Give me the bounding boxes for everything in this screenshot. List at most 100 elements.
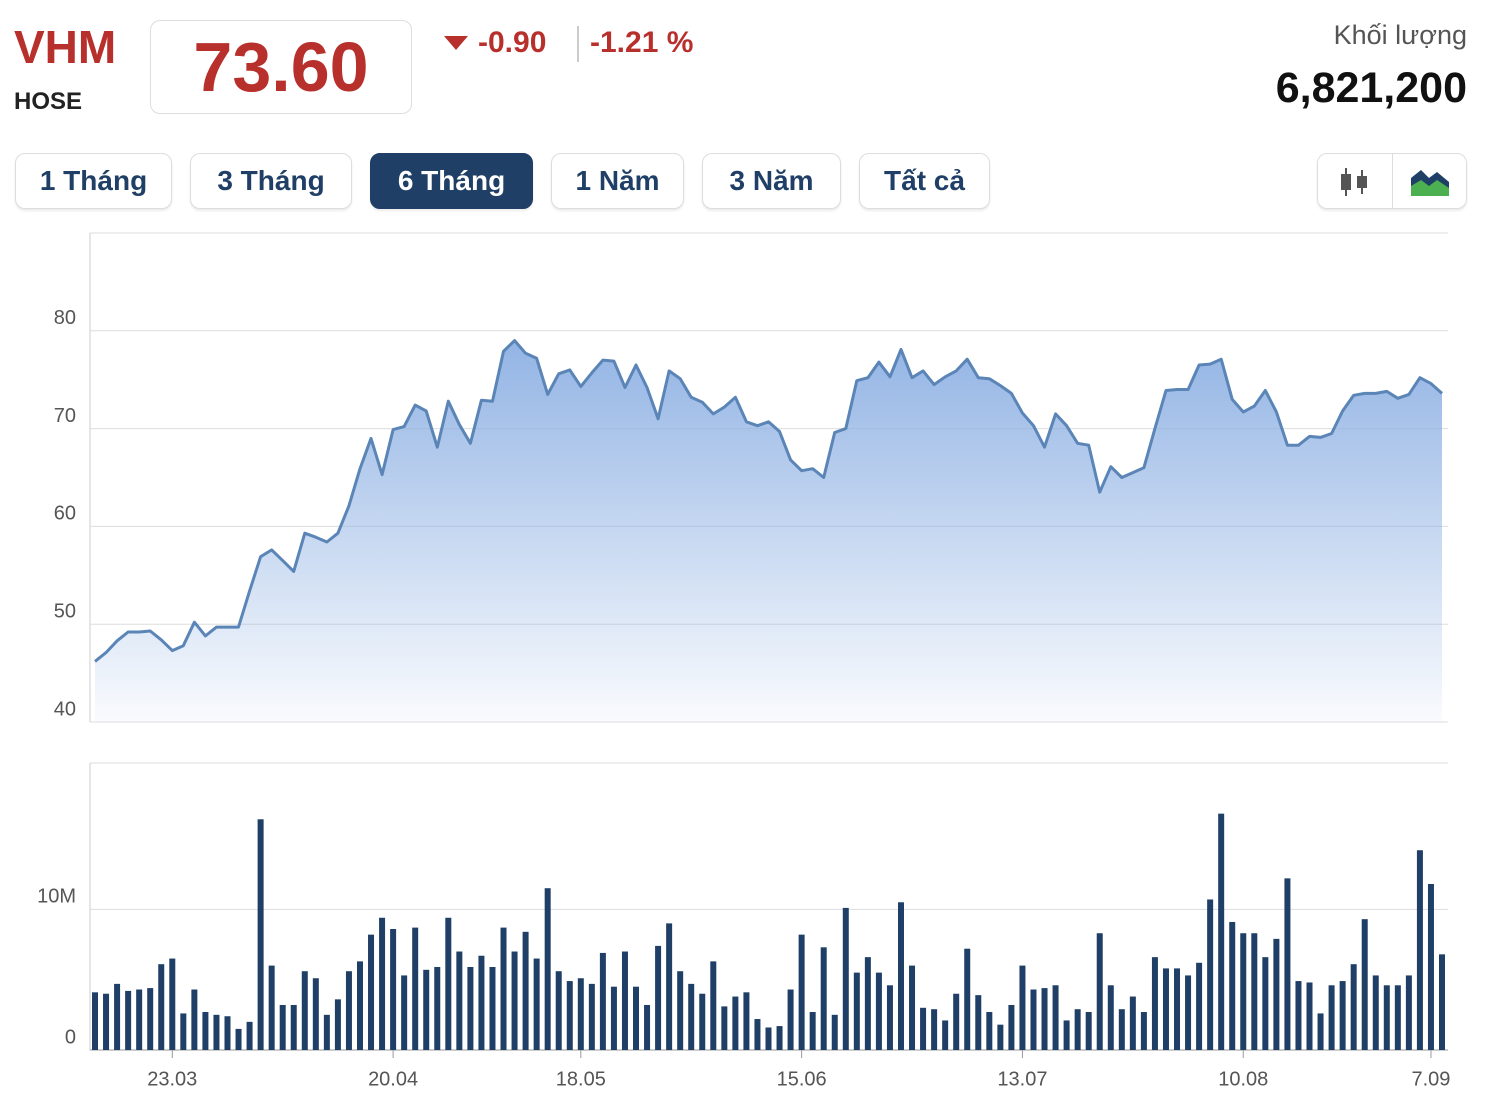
volume-bar — [467, 966, 474, 1050]
volume-bar — [125, 990, 132, 1050]
volume-bar — [312, 978, 319, 1050]
volume-bar — [390, 929, 397, 1050]
volume-bar — [809, 1012, 816, 1050]
volume-bar — [114, 983, 121, 1050]
range-button[interactable]: 3 Tháng — [190, 153, 352, 209]
exchange: HOSE — [14, 88, 83, 115]
volume-bar — [1174, 968, 1181, 1050]
price: 73.60 — [193, 28, 369, 106]
volume-bar — [246, 1021, 253, 1050]
volume-bar — [1151, 957, 1158, 1050]
area-icon[interactable] — [1411, 168, 1449, 196]
volume-bar — [1405, 975, 1412, 1050]
volume-bar — [478, 955, 485, 1050]
volume-bar — [224, 1016, 231, 1050]
volume-bar — [1416, 850, 1423, 1050]
volume-bar — [356, 961, 363, 1050]
volume-bar — [202, 1012, 209, 1050]
volume-bar — [975, 995, 982, 1050]
volume-bar — [666, 923, 673, 1050]
volume-bar — [1240, 933, 1247, 1050]
volume-bar — [1140, 1012, 1147, 1050]
volume-bar — [886, 985, 893, 1050]
volume-bar — [1107, 985, 1114, 1050]
volume-bar — [798, 934, 805, 1050]
candlestick-icon[interactable] — [1336, 166, 1372, 198]
volume-bar — [1273, 938, 1280, 1050]
volume-bar — [1427, 883, 1434, 1050]
volume-bar — [158, 964, 165, 1050]
range-button[interactable]: 3 Năm — [702, 153, 841, 209]
x-tick-label: 23.03 — [147, 1068, 197, 1090]
volume-bar — [456, 951, 463, 1050]
volume-bar — [1085, 1012, 1092, 1050]
volume-bar — [191, 989, 198, 1050]
volume-bar — [953, 993, 960, 1050]
volume-bar — [1295, 981, 1302, 1050]
range-button[interactable]: Tất cả — [859, 153, 990, 209]
volume: 6,821,200 — [1275, 64, 1467, 112]
volume-bar — [942, 1020, 949, 1050]
volume-bar — [401, 975, 408, 1050]
down-arrow — [444, 36, 468, 50]
volume-bar — [1372, 975, 1379, 1050]
volume-bar — [1218, 813, 1225, 1050]
volume-bar — [1185, 975, 1192, 1050]
volume-bar — [1229, 921, 1236, 1050]
volume-bar — [500, 927, 507, 1050]
volume-bar — [1317, 1013, 1324, 1050]
volume-bar — [169, 958, 176, 1050]
volume-bar — [732, 996, 739, 1050]
x-tick-label: 18.05 — [556, 1068, 606, 1090]
volume-bar — [820, 947, 827, 1050]
volume-bar — [522, 931, 529, 1050]
volume-bar — [897, 902, 904, 1050]
volume-bar — [1439, 954, 1445, 1050]
volume-bar — [1196, 962, 1203, 1050]
volume-bar — [699, 993, 706, 1050]
volume-bar — [754, 1019, 761, 1050]
volume-bar — [864, 957, 871, 1050]
volume-bar — [644, 1004, 651, 1050]
volume-bar — [1306, 982, 1313, 1050]
range-button[interactable]: 6 Tháng — [370, 153, 533, 209]
volume-bar — [92, 992, 98, 1050]
volume-bar — [257, 819, 264, 1050]
volume-bar — [920, 1007, 927, 1050]
volume-bar — [1019, 965, 1026, 1050]
volume-label: Khối lượng — [1333, 20, 1467, 50]
volume-bar — [997, 1024, 1004, 1050]
volume-bar — [235, 1028, 242, 1050]
volume-bar — [721, 1006, 728, 1050]
range-button[interactable]: 1 Năm — [551, 153, 684, 209]
volume-bar — [423, 969, 430, 1050]
y-tick-label: 80 — [54, 307, 76, 329]
volume-bar — [544, 888, 551, 1050]
volume-bar — [909, 965, 916, 1050]
volume-bar — [831, 1014, 838, 1050]
volume-bar — [577, 978, 584, 1050]
volume-bar — [345, 971, 352, 1050]
area-fill — [95, 340, 1442, 722]
volume-bar — [655, 945, 662, 1050]
volume-bar — [1041, 988, 1048, 1050]
volume-bar — [1096, 933, 1103, 1050]
volume-bar — [1262, 957, 1269, 1050]
volume-bar — [875, 972, 882, 1050]
volume-bar — [334, 999, 341, 1050]
volume-bar — [621, 951, 628, 1050]
volume-bar — [1394, 985, 1401, 1050]
price-line — [94, 339, 1443, 663]
range-button[interactable]: 1 Tháng — [15, 153, 172, 209]
volume-bar — [1030, 989, 1037, 1050]
volume-bar — [688, 983, 695, 1050]
volume-bar — [301, 971, 308, 1050]
volume-bar — [533, 958, 540, 1050]
volume-bar — [213, 1014, 220, 1050]
volume-bar — [610, 986, 617, 1050]
volume-bar — [1328, 985, 1335, 1050]
volume-bar — [1052, 985, 1059, 1050]
y-tick-label: 10M — [37, 886, 76, 908]
volume-bar — [434, 966, 441, 1050]
